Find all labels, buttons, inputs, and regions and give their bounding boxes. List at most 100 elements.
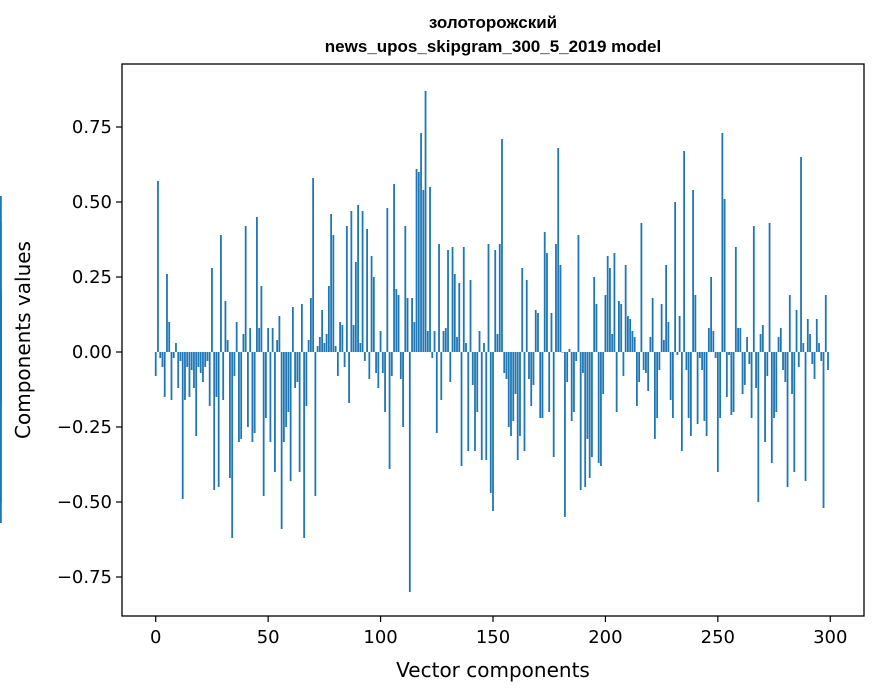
bar — [265, 352, 267, 418]
bar — [719, 352, 721, 418]
bar — [384, 352, 386, 412]
bar — [199, 352, 202, 373]
bar — [606, 256, 609, 352]
bar — [157, 181, 159, 352]
bar — [166, 274, 168, 352]
x-tick-label: 150 — [476, 627, 510, 648]
bar — [390, 352, 393, 376]
bar — [755, 352, 757, 388]
y-axis-ticks: −0.75 −0.50 −0.25 0.00 0.25 0.50 0.75 — [57, 117, 122, 588]
bar — [460, 352, 463, 466]
bar — [453, 274, 456, 352]
bar — [269, 352, 272, 442]
bar — [231, 352, 234, 538]
bar — [770, 352, 773, 463]
bar — [202, 352, 204, 382]
y-tick-label: 0.00 — [72, 342, 112, 363]
bar — [537, 313, 539, 352]
bar — [282, 352, 285, 442]
bar — [399, 352, 402, 379]
bar — [582, 352, 584, 373]
bar — [307, 340, 310, 352]
bar — [368, 352, 371, 379]
bar — [593, 277, 596, 352]
bar — [235, 322, 238, 352]
bar — [658, 352, 661, 370]
bar — [820, 352, 823, 361]
bar — [815, 319, 818, 352]
bar — [694, 295, 697, 352]
bar — [334, 346, 337, 352]
bar — [647, 352, 650, 391]
bar — [256, 217, 258, 352]
bar — [496, 334, 499, 352]
bar — [485, 352, 488, 460]
bar — [467, 352, 470, 451]
bar — [505, 352, 508, 379]
chart-title-line2: news_upos_skipgram_300_5_2019 model — [325, 37, 661, 56]
bar — [674, 202, 677, 352]
bar — [555, 244, 557, 352]
bar — [548, 352, 551, 412]
bar — [597, 352, 600, 463]
bar — [258, 328, 261, 352]
bar — [534, 310, 537, 352]
bar — [361, 211, 364, 352]
bar — [528, 352, 530, 379]
bar — [244, 226, 247, 352]
bar — [768, 223, 771, 352]
bar — [420, 133, 422, 352]
bar — [734, 247, 737, 352]
bar — [683, 151, 686, 352]
bar — [435, 352, 438, 433]
bar — [289, 352, 292, 481]
bar — [685, 352, 688, 370]
bar — [215, 352, 218, 397]
bar — [676, 352, 679, 355]
bar — [352, 325, 355, 352]
bar — [175, 343, 177, 352]
y-tick-label: −0.75 — [57, 567, 112, 588]
bar — [671, 352, 674, 418]
bar — [730, 352, 733, 415]
bar — [579, 352, 582, 490]
bars-group — [0, 91, 829, 592]
bar — [811, 352, 814, 364]
bar — [285, 352, 288, 427]
bar — [698, 352, 701, 358]
bar — [638, 352, 641, 382]
bar — [330, 214, 333, 352]
bar — [186, 352, 189, 367]
bar — [487, 244, 490, 352]
bar — [678, 316, 681, 352]
bar — [316, 346, 319, 352]
bar — [379, 331, 382, 352]
bar — [220, 235, 222, 352]
bar — [413, 322, 416, 352]
bar — [766, 352, 769, 376]
bar — [354, 262, 357, 352]
bar — [375, 352, 377, 373]
bar — [431, 352, 434, 358]
bar — [206, 352, 209, 361]
bar — [177, 352, 180, 388]
bar — [303, 352, 306, 538]
bar — [274, 352, 276, 472]
bar — [433, 331, 436, 352]
bar — [168, 322, 171, 352]
bar — [561, 352, 564, 353]
bar — [233, 352, 236, 376]
bar — [793, 352, 796, 472]
bar — [442, 331, 445, 352]
bar — [710, 277, 712, 352]
bar — [381, 352, 384, 373]
bar — [588, 352, 591, 478]
bar — [827, 352, 829, 370]
bar — [294, 352, 297, 388]
bar — [584, 352, 587, 487]
bar — [332, 235, 335, 352]
bar — [573, 352, 575, 412]
bar — [611, 334, 614, 352]
bar — [764, 352, 766, 442]
bar — [291, 307, 294, 352]
